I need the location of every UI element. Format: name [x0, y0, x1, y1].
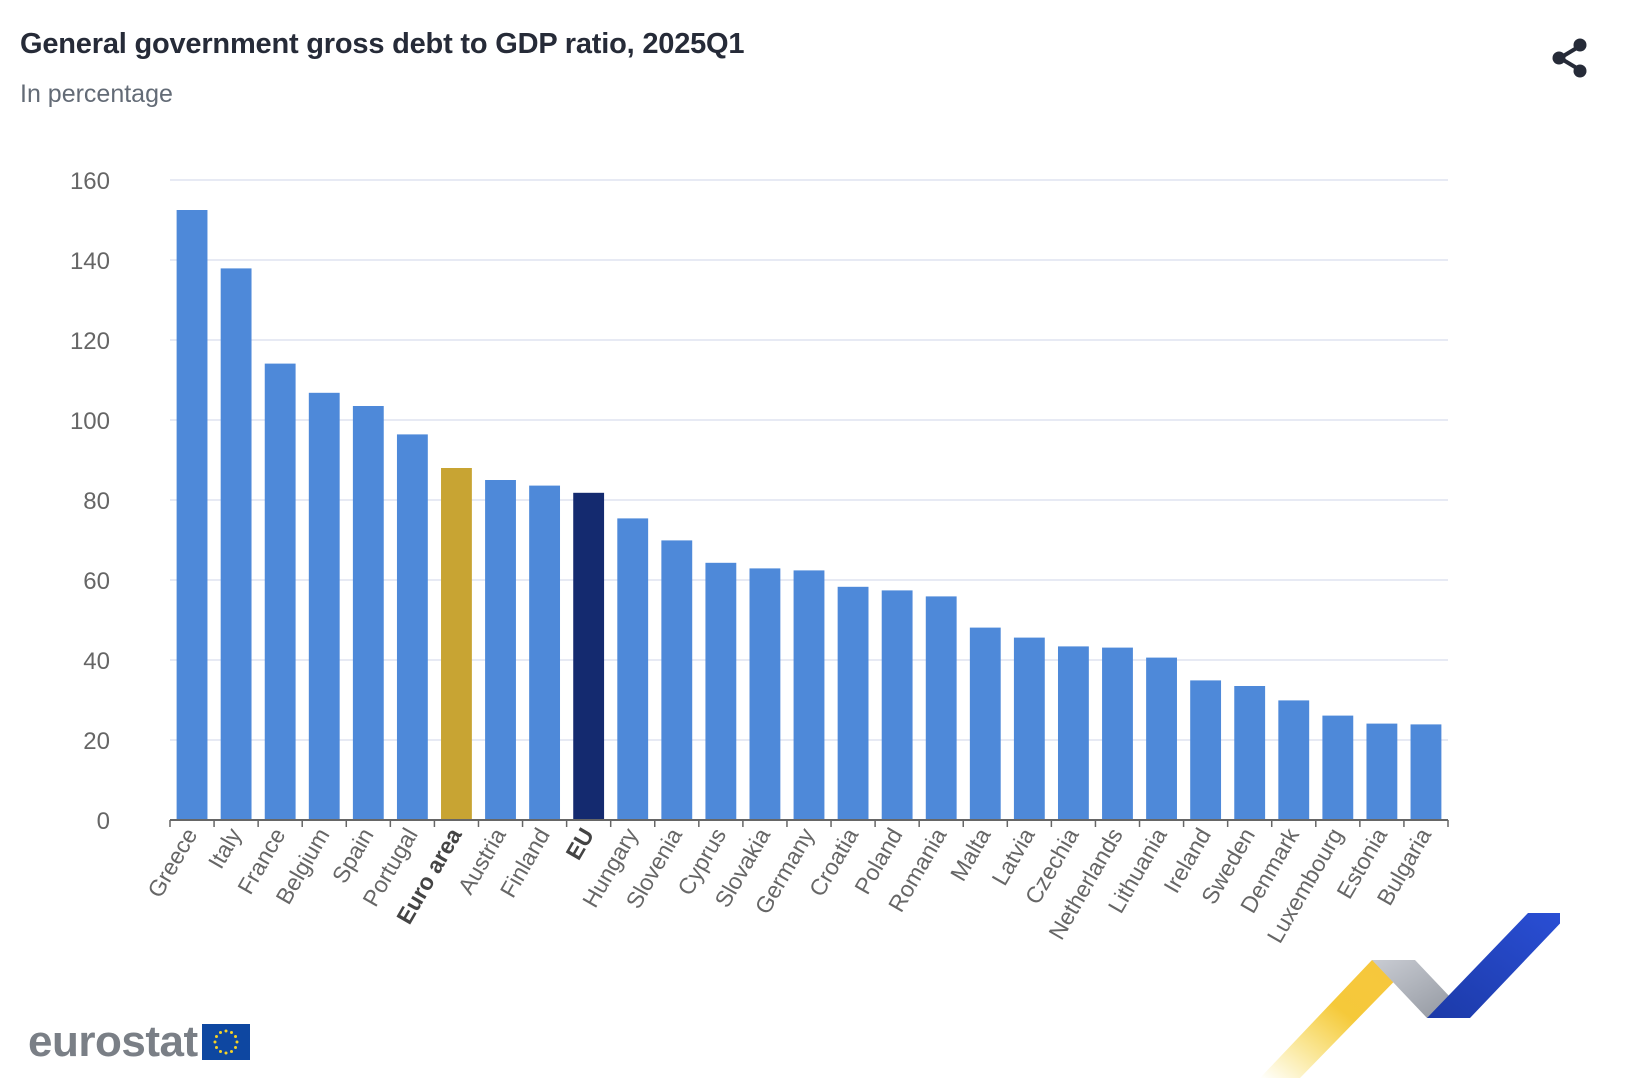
bar: [485, 480, 516, 820]
y-tick-label: 80: [83, 488, 110, 515]
bar: [969, 627, 1001, 820]
chart-title: General government gross debt to GDP rat…: [20, 28, 745, 60]
eu-flag-icon: [201, 1024, 250, 1060]
bar: [1102, 647, 1133, 820]
y-tick-label: 140: [70, 248, 110, 275]
share-button[interactable]: [1545, 33, 1597, 85]
bar: [1322, 715, 1354, 820]
eurostat-logo: eurostat: [28, 1020, 250, 1064]
bar: [1146, 657, 1177, 820]
chart-subtitle: In percentage: [20, 80, 173, 108]
logo-text: eurostat: [28, 1017, 198, 1066]
bar: [352, 406, 384, 820]
bar: [617, 518, 649, 820]
bar: [705, 562, 737, 820]
bar: [1410, 724, 1442, 820]
share-icon: [1552, 38, 1587, 78]
x-tick-label: EU: [560, 824, 598, 865]
bar: [529, 485, 561, 820]
bar: [220, 268, 252, 820]
bar: [925, 596, 957, 820]
y-tick-label: 20: [83, 728, 110, 755]
bar: [1278, 700, 1310, 820]
ribbon-graphic: [1260, 913, 1560, 1078]
bar: [573, 492, 605, 820]
bar: [1190, 680, 1222, 820]
bar: [308, 392, 340, 820]
bar: [264, 363, 296, 820]
y-tick-label: 60: [83, 568, 110, 595]
y-tick-label: 120: [70, 328, 110, 355]
bar: [176, 210, 208, 820]
bar: [749, 568, 781, 820]
x-tick-label: Greece: [142, 824, 202, 902]
y-tick-label: 0: [97, 808, 110, 835]
bar: [837, 586, 869, 820]
bar: [1057, 646, 1089, 820]
bar: [1013, 637, 1045, 820]
bar: [1234, 686, 1266, 820]
bar: [793, 570, 825, 820]
bar: [396, 434, 428, 820]
bar: [881, 590, 913, 820]
y-tick-label: 160: [70, 168, 110, 195]
y-tick-label: 100: [70, 408, 110, 435]
bar: [661, 540, 693, 820]
x-tick-label: Italy: [203, 823, 247, 873]
bar: [441, 468, 472, 820]
y-tick-label: 40: [83, 648, 110, 675]
bar: [1366, 723, 1398, 820]
